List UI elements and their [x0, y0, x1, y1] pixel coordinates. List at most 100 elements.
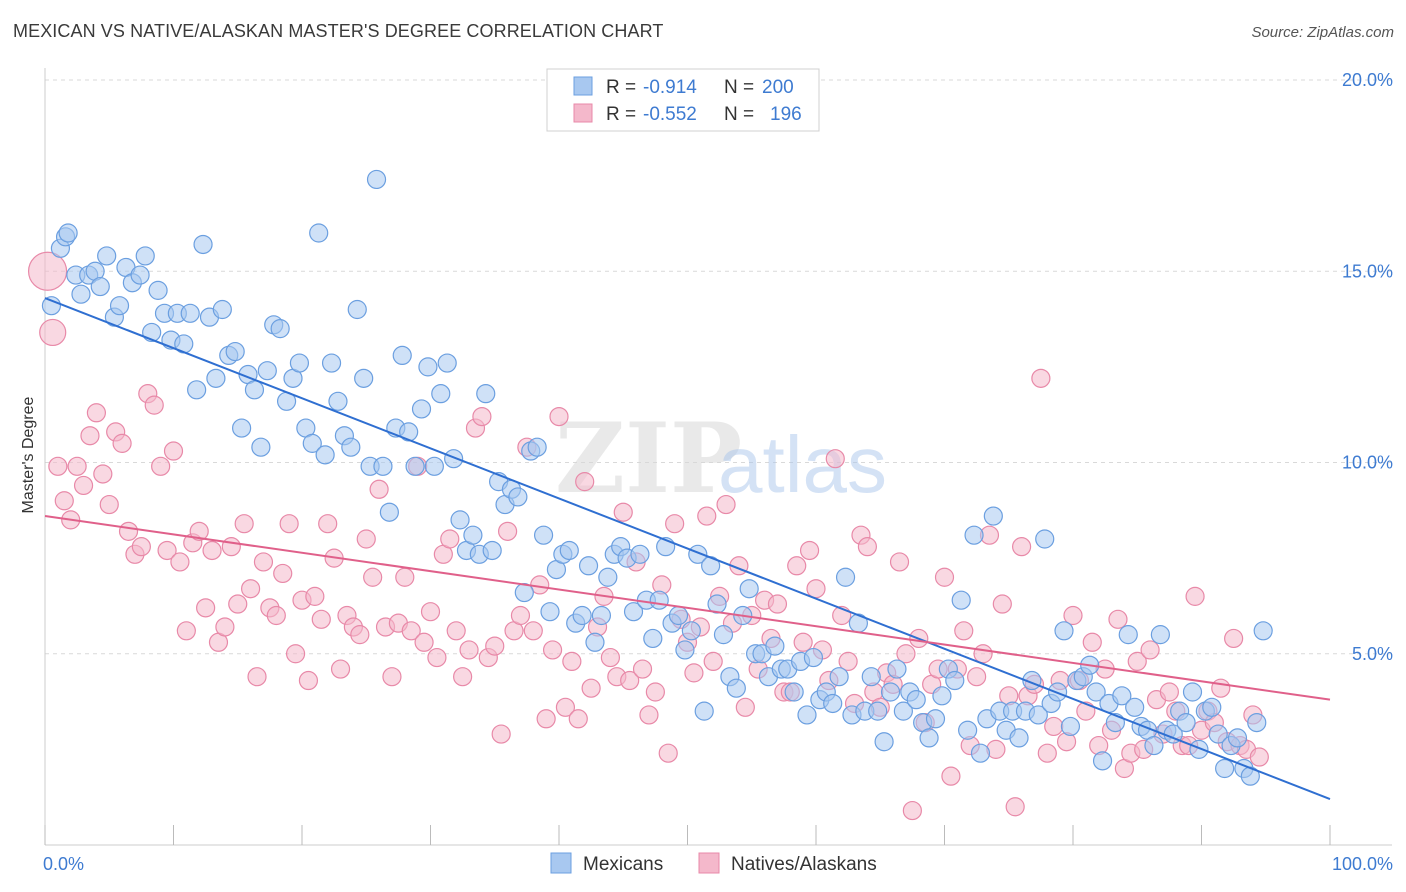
point-mexicans-172: [1144, 735, 1164, 756]
point-natives-20: [163, 441, 184, 461]
point-mexicans-5: [71, 284, 91, 304]
point-mexicans-139: [932, 686, 952, 706]
point-mexicans-47: [341, 437, 361, 457]
point-natives-149: [992, 594, 1012, 614]
point-mexicans-11: [109, 296, 130, 316]
point-natives-13: [118, 521, 139, 541]
legend-r-label-1: R =: [606, 77, 636, 98]
point-natives-54: [382, 667, 402, 687]
point-mexicans-34: [257, 361, 277, 381]
point-natives-133: [889, 552, 910, 572]
point-natives-46: [330, 659, 351, 679]
point-natives-60: [420, 602, 441, 622]
point-natives-93: [632, 659, 653, 679]
point-natives-114: [767, 594, 788, 614]
point-natives-109: [735, 697, 755, 717]
point-mexicans-116: [784, 682, 804, 702]
point-natives-24: [189, 521, 209, 541]
point-natives-30: [228, 594, 248, 614]
point-natives-8: [86, 403, 107, 423]
point-mexicans-76: [527, 437, 547, 457]
correlation-legend: R = -0.914 N = 200 R = -0.552 N = 196: [546, 68, 820, 132]
point-mexicans-22: [180, 303, 200, 323]
point-natives-52: [369, 479, 389, 499]
point-natives-183: [1211, 678, 1231, 698]
point-mexicans-188: [1247, 712, 1267, 733]
point-mexicans-163: [1086, 682, 1106, 702]
point-mexicans-185: [1227, 728, 1248, 748]
point-mexicans-143: [958, 720, 978, 740]
point-mexicans-85: [585, 632, 605, 652]
bottom-legend-swatch-mexicans[interactable]: [550, 852, 572, 874]
point-mexicans-133: [893, 701, 913, 721]
point-mexicans-147: [983, 506, 1003, 526]
bottom-legend-swatch-natives[interactable]: [698, 852, 720, 874]
point-mexicans-124: [835, 567, 856, 587]
point-mexicans-173: [1150, 625, 1170, 645]
point-mexicans-137: [919, 728, 939, 748]
point-mexicans-63: [444, 449, 464, 469]
point-mexicans-158: [1054, 621, 1074, 641]
point-mexicans-48: [347, 299, 367, 320]
point-mexicans-122: [823, 693, 843, 714]
point-natives-38: [279, 514, 299, 534]
point-natives-5: [67, 456, 87, 476]
point-natives-103: [697, 506, 717, 526]
point-mexicans-61: [431, 384, 451, 404]
point-mexicans-41: [302, 433, 322, 453]
point-natives-163: [1082, 632, 1102, 652]
point-mexicans-100: [681, 621, 701, 641]
point-natives-104: [703, 651, 723, 672]
point-natives-18: [151, 456, 171, 476]
point-mexicans-42: [309, 223, 329, 243]
point-mexicans-151: [1009, 728, 1029, 748]
point-mexicans-51: [366, 169, 387, 190]
point-natives-125: [838, 651, 858, 672]
point-natives-98: [665, 514, 685, 534]
point-mexicans-131: [880, 682, 901, 702]
point-natives-49: [350, 625, 370, 645]
point-natives-76: [523, 621, 543, 641]
point-mexicans-15: [135, 246, 155, 266]
point-natives-9: [93, 464, 113, 484]
point-natives-39: [285, 644, 306, 664]
point-mexicans-109: [739, 579, 759, 599]
point-mexicans-68: [476, 384, 496, 404]
point-natives-61: [427, 647, 447, 668]
point-natives-32: [241, 579, 261, 599]
point-mexicans-55: [392, 345, 412, 365]
point-natives-64: [446, 621, 466, 641]
point-natives-71: [491, 724, 511, 744]
point-natives-63: [440, 529, 460, 549]
point-natives-36: [266, 605, 286, 626]
y-tick-label-2: 15.0%: [1342, 261, 1393, 281]
y-tick-label-0: 5.0%: [1352, 644, 1393, 664]
point-natives-50: [356, 529, 376, 549]
point-natives-80: [549, 407, 569, 427]
point-natives-42: [305, 586, 325, 606]
point-natives-68: [472, 407, 492, 427]
point-mexicans-130: [874, 732, 894, 752]
point-mexicans-87: [598, 567, 618, 587]
watermark-atlas: atlas: [718, 420, 887, 509]
legend-r-label-2: R =: [606, 104, 636, 125]
point-natives-152: [1011, 537, 1032, 557]
point-mexicans-107: [726, 678, 746, 698]
y-axis-label: Master's Degree: [20, 396, 37, 513]
point-natives-72: [498, 521, 518, 541]
point-mexicans-43: [315, 445, 335, 465]
point-natives-31: [234, 514, 254, 534]
point-mexicans-60: [424, 456, 444, 476]
point-natives-43: [311, 609, 331, 629]
point-natives-170: [1127, 651, 1147, 672]
point-natives-82: [562, 651, 582, 672]
bottom-legend-mexicans[interactable]: Mexicans: [583, 854, 663, 875]
point-natives-3: [54, 491, 74, 511]
bottom-legend-natives[interactable]: Natives/Alaskans: [731, 854, 877, 875]
point-mexicans-0: [41, 296, 62, 316]
axes: [44, 68, 1392, 846]
point-mexicans-154: [1028, 705, 1048, 725]
point-mexicans-141: [945, 670, 965, 691]
point-natives-157: [1044, 716, 1064, 737]
point-mexicans-86: [591, 605, 612, 626]
